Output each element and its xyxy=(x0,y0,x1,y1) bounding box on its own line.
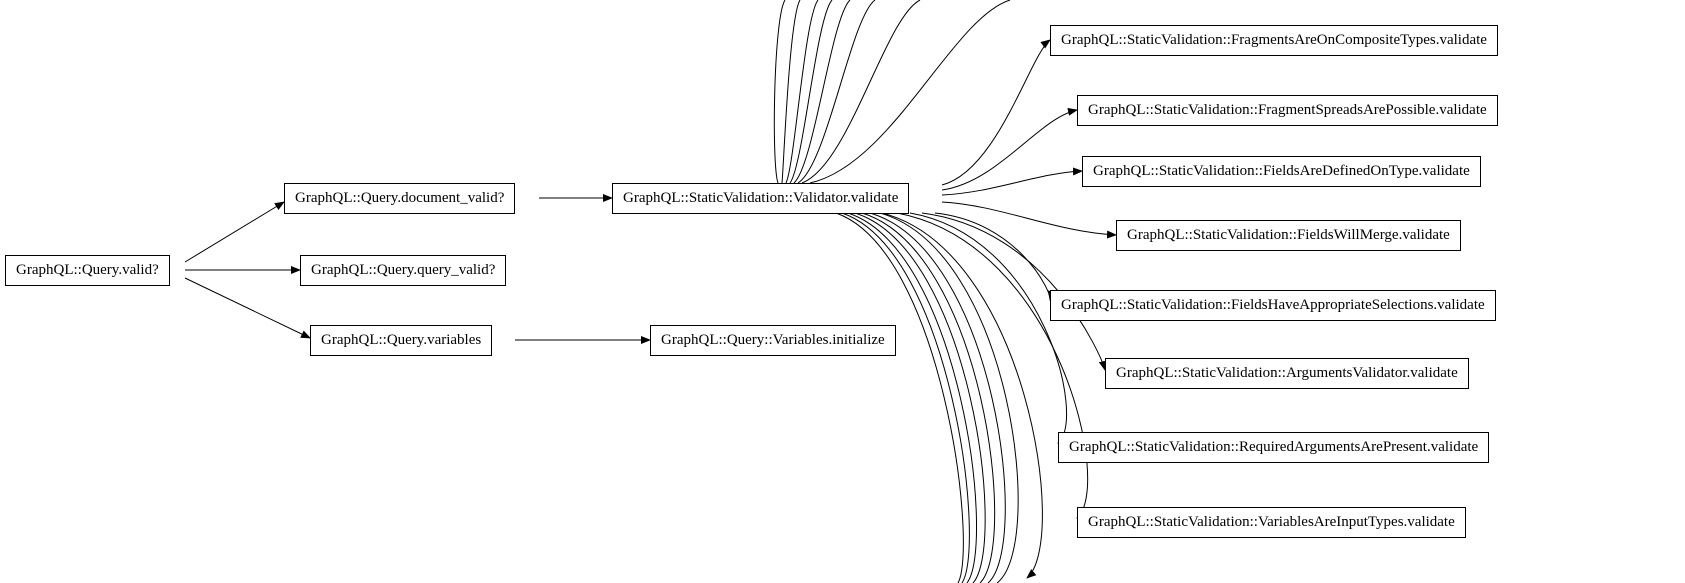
node-n11: GraphQL::StaticValidation::ArgumentsVali… xyxy=(1105,358,1469,389)
node-n1: GraphQL::Query.document_valid? xyxy=(284,183,515,214)
edge-n4-top8 xyxy=(810,0,1010,183)
edge-n4-n6 xyxy=(942,40,1050,185)
edge-n4-top2 xyxy=(782,0,800,183)
edge-n0-n1 xyxy=(185,202,284,262)
edge-n4-bot3 xyxy=(862,213,995,583)
edge-n4-top4 xyxy=(790,0,832,183)
edge-n4-n7 xyxy=(942,110,1077,190)
node-n12: GraphQL::StaticValidation::RequiredArgum… xyxy=(1058,432,1489,463)
node-n7: GraphQL::StaticValidation::FragmentSprea… xyxy=(1077,95,1498,126)
edge-n0-n3 xyxy=(185,278,310,338)
edge-n4-bot7 xyxy=(836,213,963,583)
node-n9: GraphQL::StaticValidation::FieldsWillMer… xyxy=(1116,220,1461,251)
node-n13: GraphQL::StaticValidation::VariablesAreI… xyxy=(1077,507,1466,538)
node-n5: GraphQL::Query::Variables.initialize xyxy=(650,325,896,356)
node-n0: GraphQL::Query.valid? xyxy=(5,255,170,286)
edge-n4-arrow-bot xyxy=(882,213,1042,578)
edge-n4-bot5 xyxy=(848,213,977,583)
edge-n4-bot6 xyxy=(842,213,969,583)
node-n3: GraphQL::Query.variables xyxy=(310,325,492,356)
node-n2: GraphQL::Query.query_valid? xyxy=(300,255,506,286)
node-n8: GraphQL::StaticValidation::FieldsAreDefi… xyxy=(1082,156,1481,187)
edge-n4-top3 xyxy=(786,0,818,183)
edge-n4-bot4 xyxy=(855,213,985,583)
edge-n4-n9 xyxy=(942,202,1116,235)
node-n4: GraphQL::StaticValidation::Validator.val… xyxy=(612,183,909,214)
node-n6: GraphQL::StaticValidation::FragmentsAreO… xyxy=(1050,25,1498,56)
node-n10: GraphQL::StaticValidation::FieldsHaveApp… xyxy=(1050,290,1496,321)
